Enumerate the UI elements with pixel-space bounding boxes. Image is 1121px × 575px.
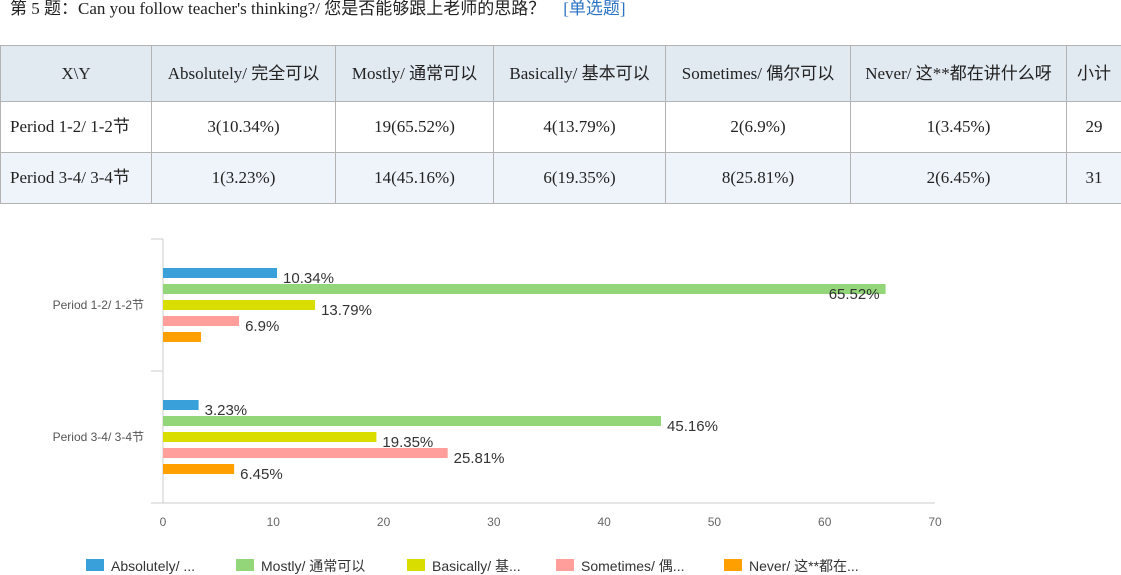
bar bbox=[163, 332, 202, 342]
legend-label: Sometimes/ 偶... bbox=[581, 558, 684, 574]
y-category-label: Period 1-2/ 1-2节 bbox=[53, 298, 144, 312]
bar bbox=[163, 268, 278, 278]
table-cell: 19(65.52%) bbox=[335, 101, 494, 153]
table-header-row: X\Y Absolutely/ 完全可以 Mostly/ 通常可以 Basica… bbox=[0, 45, 1121, 102]
table-cell: 8(25.81%) bbox=[665, 152, 851, 204]
column-header: Sometimes/ 偶尔可以 bbox=[665, 45, 851, 102]
table-row: Period 1-2/ 1-2节 3(10.34%) 19(65.52%) 4(… bbox=[0, 101, 1121, 153]
legend-swatch bbox=[86, 559, 104, 571]
data-label: 25.81% bbox=[454, 450, 505, 467]
column-header: Never/ 这**都在讲什么呀 bbox=[850, 45, 1067, 102]
data-label: 3.23% bbox=[205, 402, 248, 419]
legend-label: Never/ 这**都在... bbox=[749, 558, 859, 574]
question-text: 第 5 题：Can you follow teacher's thinking?… bbox=[10, 0, 546, 18]
x-tick-label: 30 bbox=[487, 515, 501, 529]
bar bbox=[163, 416, 662, 426]
x-tick-label: 60 bbox=[818, 515, 832, 529]
data-label: 45.16% bbox=[667, 418, 718, 435]
data-label: 65.52% bbox=[829, 286, 880, 303]
crosstab-table: X\Y Absolutely/ 完全可以 Mostly/ 通常可以 Basica… bbox=[0, 45, 1121, 204]
bar bbox=[163, 300, 316, 310]
table-cell-subtotal: 31 bbox=[1066, 152, 1121, 204]
bar bbox=[163, 464, 235, 474]
bar-chart: 0 10 20 30 40 50 60 70 Period 1-2/ 1-2节 10.34% 65.… bbox=[53, 238, 942, 574]
legend-swatch bbox=[724, 559, 742, 571]
table-cell: 6(19.35%) bbox=[493, 152, 666, 204]
x-tick-label: 40 bbox=[597, 515, 611, 529]
question-type-label: [单选题] bbox=[563, 0, 626, 18]
table-cell: 1(3.23%) bbox=[151, 152, 336, 204]
x-tick-label: 50 bbox=[708, 515, 722, 529]
table-cell: 14(45.16%) bbox=[335, 152, 494, 204]
data-label: 13.79% bbox=[321, 302, 372, 319]
data-label: 6.45% bbox=[240, 466, 283, 483]
column-header: Absolutely/ 完全可以 bbox=[151, 45, 336, 102]
table-row: Period 3-4/ 3-4节 1(3.23%) 14(45.16%) 6(1… bbox=[0, 152, 1121, 204]
table-cell: 2(6.45%) bbox=[850, 152, 1067, 204]
row-header: Period 3-4/ 3-4节 bbox=[0, 152, 152, 204]
bar bbox=[163, 432, 377, 442]
table-cell: 2(6.9%) bbox=[665, 101, 851, 153]
x-tick-label: 70 bbox=[928, 515, 942, 529]
table-corner-header: X\Y bbox=[0, 45, 152, 102]
question-title: 第 5 题：Can you follow teacher's thinking?… bbox=[10, 0, 626, 22]
data-label: 19.35% bbox=[382, 434, 433, 451]
x-tick-label: 0 bbox=[160, 515, 167, 529]
x-tick-label: 10 bbox=[267, 515, 281, 529]
bar bbox=[163, 400, 199, 410]
legend-label: Mostly/ 通常可以 bbox=[261, 558, 365, 574]
data-label: 6.9% bbox=[245, 318, 279, 335]
data-label: 10.34% bbox=[283, 270, 334, 287]
legend-label: Basically/ 基... bbox=[432, 558, 521, 574]
column-header: Basically/ 基本可以 bbox=[493, 45, 666, 102]
legend-label: Absolutely/ ... bbox=[111, 558, 195, 574]
table-cell: 4(13.79%) bbox=[493, 101, 666, 153]
table-cell-subtotal: 29 bbox=[1066, 101, 1121, 153]
legend-swatch bbox=[556, 559, 574, 571]
legend-swatch bbox=[407, 559, 425, 571]
bar bbox=[163, 284, 886, 294]
bar bbox=[163, 316, 240, 326]
table-cell: 3(10.34%) bbox=[151, 101, 336, 153]
row-header: Period 1-2/ 1-2节 bbox=[0, 101, 152, 153]
bar bbox=[163, 448, 448, 458]
x-tick-label: 20 bbox=[377, 515, 391, 529]
y-category-label: Period 3-4/ 3-4节 bbox=[53, 430, 144, 444]
legend-swatch bbox=[236, 559, 254, 571]
column-header: Mostly/ 通常可以 bbox=[335, 45, 494, 102]
column-header-subtotal: 小计 bbox=[1066, 45, 1121, 102]
table-cell: 1(3.45%) bbox=[850, 101, 1067, 153]
